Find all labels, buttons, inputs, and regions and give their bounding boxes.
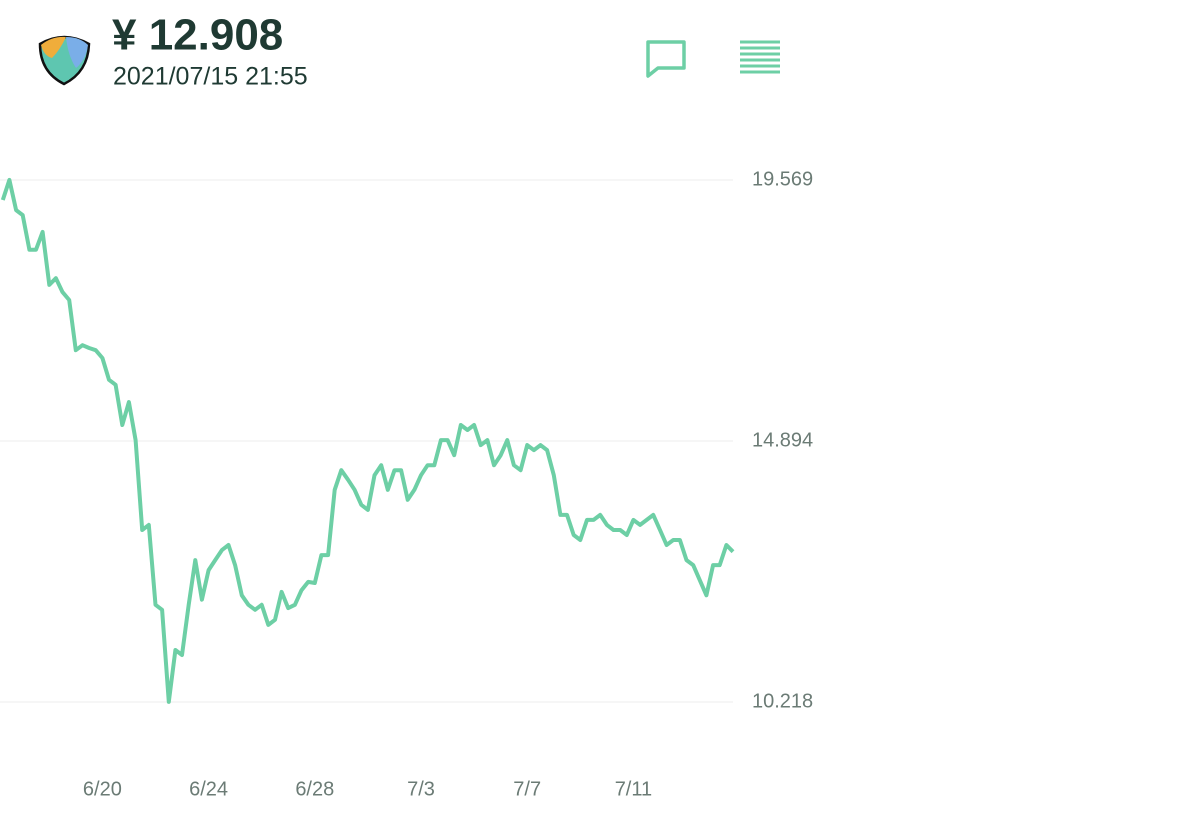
y-tick-label: 14.894: [752, 429, 813, 451]
x-tick-label: 7/7: [513, 778, 541, 800]
x-tick-label: 6/28: [295, 778, 334, 800]
y-tick-label: 10.218: [752, 690, 813, 712]
datetime: 2021/07/15 21:55: [113, 63, 308, 91]
coin-logo: [38, 35, 91, 86]
price: ¥ 12.908: [112, 11, 283, 60]
plot: 10.218 14.894 19.569 6/20 6/24 6/28 7/3 7/7 7/11: [0, 168, 813, 800]
x-tick-label: 7/11: [615, 778, 652, 800]
x-tick-label: 6/20: [83, 778, 122, 800]
price-line: [0, 177, 735, 704]
chat-icon[interactable]: [646, 40, 686, 78]
menu-icon[interactable]: [740, 40, 780, 74]
x-tick-label: 7/3: [407, 778, 435, 800]
x-tick-label: 6/24: [189, 778, 228, 800]
y-tick-label: 19.569: [752, 168, 813, 190]
